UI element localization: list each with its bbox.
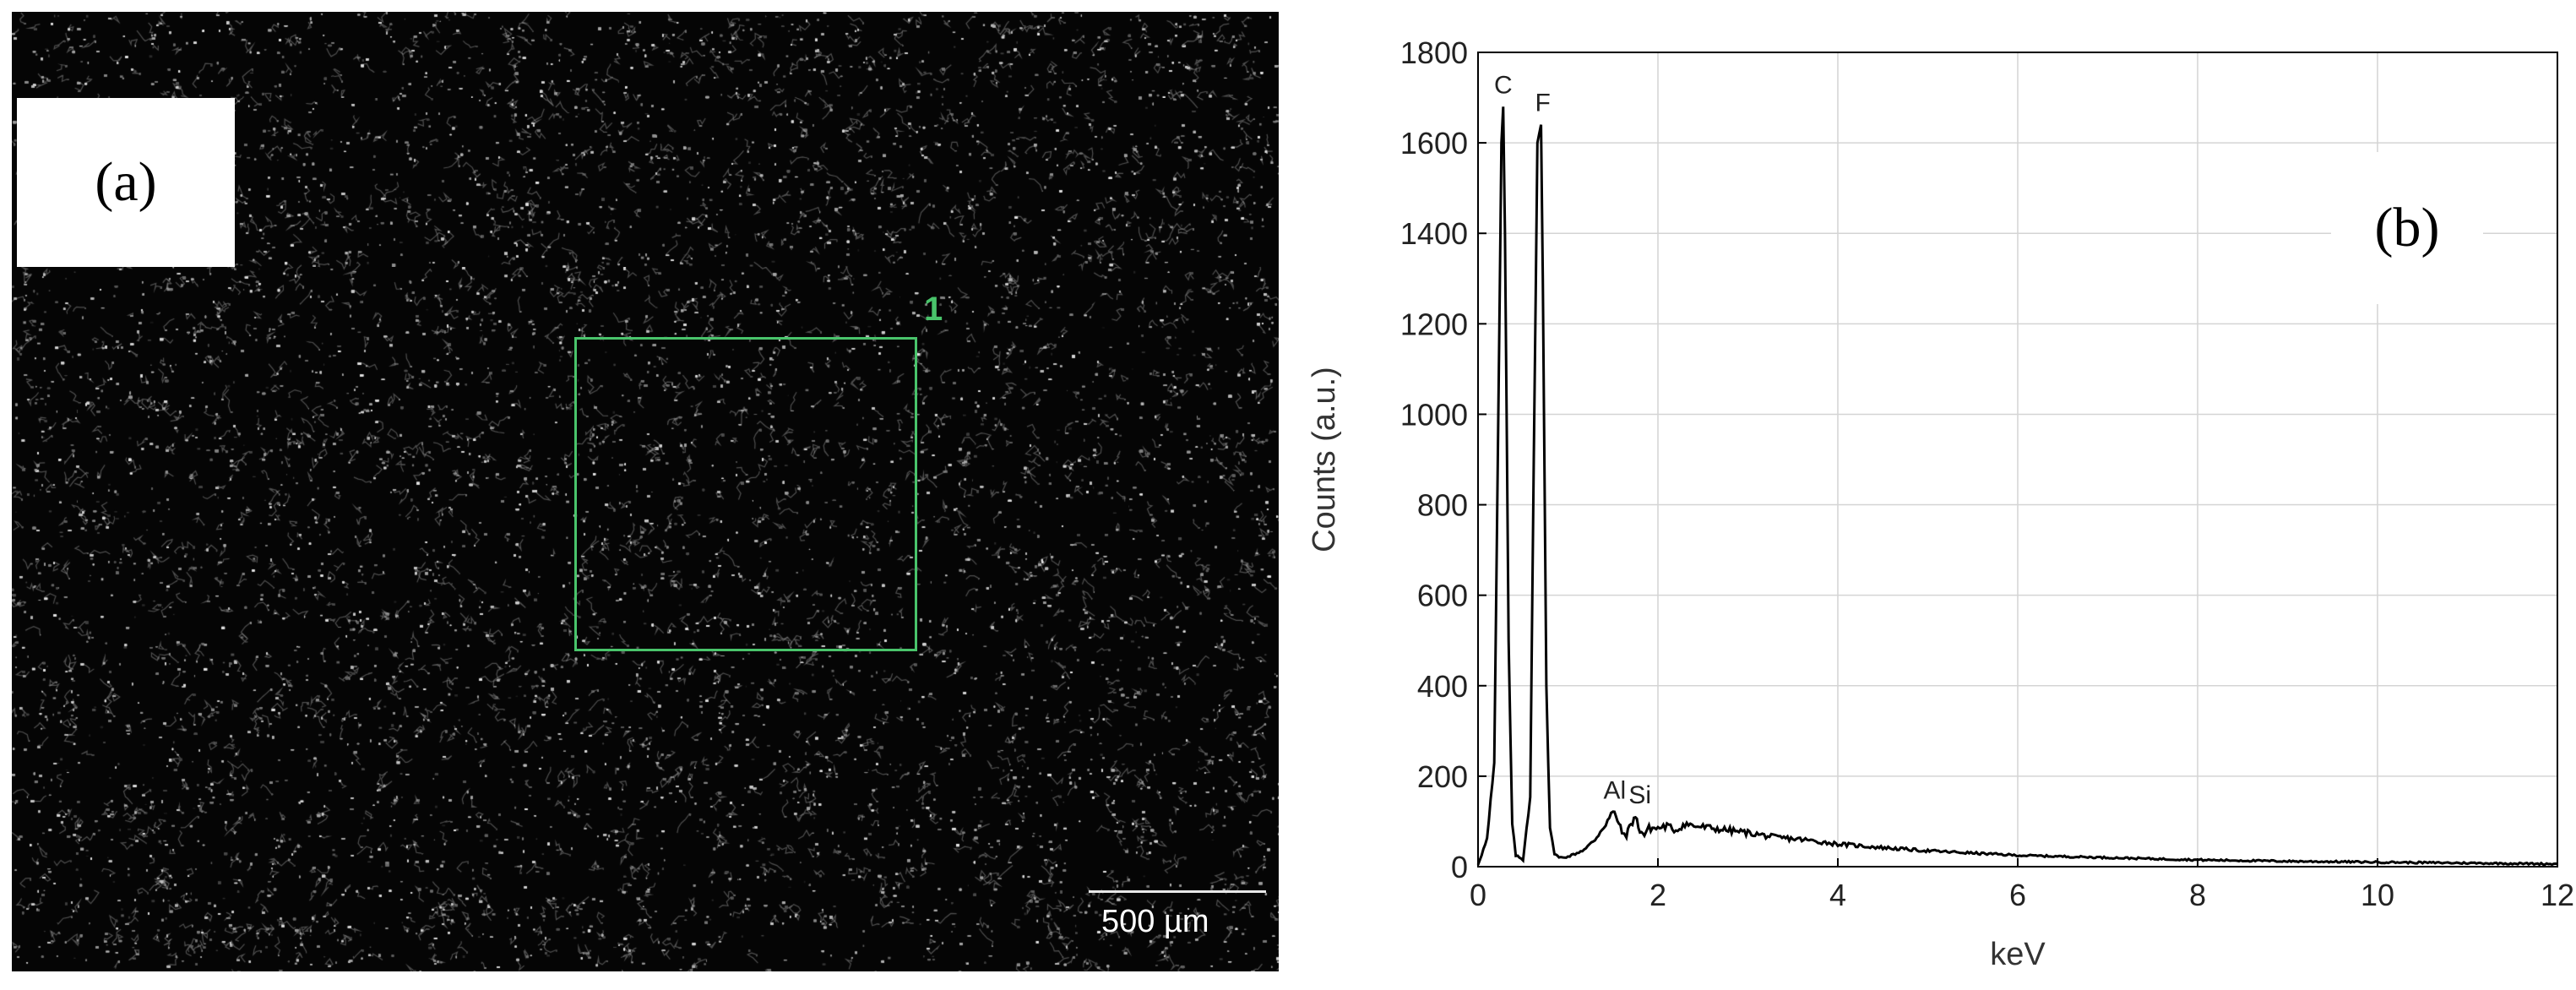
x-tick-label: 10 xyxy=(2361,878,2394,912)
axis-ticks: 0 200 400 600 800 1000 1200 1400 1600 1800 0 2 4 6 8 10… xyxy=(1400,35,2574,912)
eds-spectrum-panel: 0 200 400 600 800 1000 1200 1400 1600 1800 0 2 4 6 8 10… xyxy=(1301,0,2576,986)
y-tick-label: 1600 xyxy=(1400,126,1468,160)
y-tick-label: 1400 xyxy=(1400,216,1468,251)
panel-a-label-box: (a) xyxy=(17,98,235,267)
y-tick-label: 0 xyxy=(1451,850,1468,884)
y-tick-label: 1800 xyxy=(1400,35,1468,70)
peak-label: F xyxy=(1535,90,1551,117)
spectrum-series-line xyxy=(1476,106,2558,867)
x-tick-label: 4 xyxy=(1829,878,1846,912)
y-tick-label: 1200 xyxy=(1400,307,1468,341)
sem-image-panel: (a) 1 500 µm xyxy=(12,12,1279,971)
peak-label: Al xyxy=(1604,777,1627,805)
peak-label: C xyxy=(1494,71,1513,99)
y-tick-label: 1000 xyxy=(1400,397,1468,432)
peak-label: Si xyxy=(1628,781,1651,809)
roi-rectangle xyxy=(574,337,917,651)
y-tick-label: 600 xyxy=(1417,579,1468,613)
panel-b-label: (b) xyxy=(2374,197,2440,258)
x-axis-label: keV xyxy=(1990,937,2046,972)
x-tick-label: 12 xyxy=(2541,878,2574,912)
panel-b-label-box: (b) xyxy=(2331,152,2483,304)
y-axis-label: Counts (a.u.) xyxy=(1307,367,1342,552)
roi-label: 1 xyxy=(924,291,943,328)
x-tick-label: 6 xyxy=(2009,878,2026,912)
panel-a-label: (a) xyxy=(95,151,157,213)
peak-annotations: CF Al Si xyxy=(1494,71,1651,809)
y-tick-label: 400 xyxy=(1417,669,1468,704)
x-tick-label: 2 xyxy=(1649,878,1666,912)
scale-bar-line xyxy=(1089,890,1266,893)
y-tick-label: 800 xyxy=(1417,488,1468,523)
eds-spectrum-chart: 0 200 400 600 800 1000 1200 1400 1600 1800 0 2 4 6 8 10… xyxy=(1307,35,2574,972)
y-tick-label: 200 xyxy=(1417,759,1468,794)
x-tick-label: 8 xyxy=(2189,878,2206,912)
x-tick-label: 0 xyxy=(1470,878,1486,912)
scale-bar-label: 500 µm xyxy=(1101,904,1209,939)
